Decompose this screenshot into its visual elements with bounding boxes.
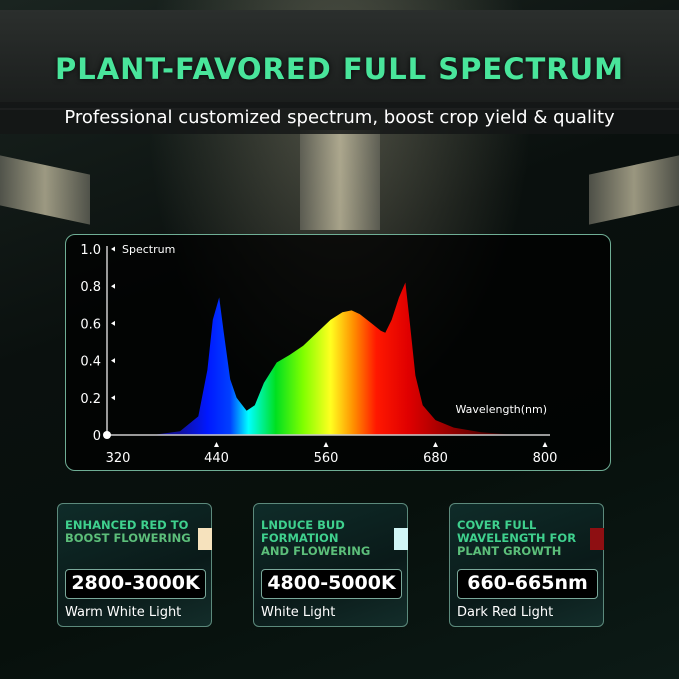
card-heading: COVER FULL WAVELENGTH FOR PLANT GROWTH <box>457 519 592 558</box>
y-tick-mark <box>111 246 115 252</box>
y-tick-label: 0.2 <box>80 392 101 407</box>
heading-line: FORMATION <box>261 531 339 545</box>
x-tick-label: 680 <box>423 451 448 466</box>
x-tick-label: 440 <box>204 451 229 466</box>
y-tick-mark <box>111 283 115 289</box>
card-heading: ENHANCED RED TO BOOST FLOWERING <box>65 519 200 545</box>
y-tick-label: 1.0 <box>80 243 101 258</box>
heading-line: WAVELENGTH FOR <box>457 531 577 545</box>
card-warm-white: ENHANCED RED TO BOOST FLOWERING 2800-3000… <box>57 503 212 627</box>
spectrum-area <box>152 282 518 435</box>
heading-line: BOOST FLOWERING <box>65 531 191 545</box>
y-axis-label: Spectrum <box>122 243 175 256</box>
top-banner <box>0 10 679 110</box>
color-swatch <box>198 528 212 550</box>
y-tick-mark <box>111 395 115 401</box>
x-tick-mark <box>323 442 329 447</box>
card-heading: LNDUCE BUD FORMATION AND FLOWERING <box>261 519 396 558</box>
y-tick-label: 0.8 <box>80 280 101 295</box>
y-tick-label: 0.4 <box>80 355 101 370</box>
x-tick-mark <box>214 442 219 447</box>
card-value: 660-665nm <box>457 569 598 599</box>
x-axis-label: Wavelength(nm) <box>455 403 547 416</box>
y-tick-mark <box>111 320 115 326</box>
heading-line: PLANT GROWTH <box>457 544 562 558</box>
card-label: Dark Red Light <box>457 605 554 620</box>
color-swatch <box>590 528 604 550</box>
card-value: 2800-3000K <box>65 569 206 599</box>
x-tick-label: 560 <box>314 451 339 466</box>
x-tick-label: 800 <box>533 451 558 466</box>
origin-dot <box>103 431 111 439</box>
card-dark-red: COVER FULL WAVELENGTH FOR PLANT GROWTH 660… <box>449 503 604 627</box>
y-tick-label: 0 <box>93 429 101 444</box>
card-white: LNDUCE BUD FORMATION AND FLOWERING 4800-50… <box>253 503 408 627</box>
page-title: PLANT-FAVORED FULL SPECTRUM <box>54 52 625 86</box>
heading-line: AND FLOWERING <box>261 544 371 558</box>
card-value: 4800-5000K <box>261 569 402 599</box>
color-swatch <box>394 528 408 550</box>
x-tick-mark <box>433 442 438 447</box>
y-tick-label: 0.6 <box>80 317 101 332</box>
x-tick-mark <box>542 442 548 447</box>
y-tick-mark <box>111 358 115 364</box>
page-subtitle: Professional customized spectrum, boost … <box>64 107 615 128</box>
light-fixture <box>300 130 380 230</box>
heading-line: ENHANCED RED TO <box>65 518 189 532</box>
subtitle-bar <box>0 102 679 134</box>
card-label: White Light <box>261 605 336 620</box>
heading-line: LNDUCE BUD <box>261 518 345 532</box>
x-tick-label: 320 <box>106 451 131 466</box>
card-label: Warm White Light <box>65 605 182 620</box>
heading-line: COVER FULL <box>457 518 537 532</box>
